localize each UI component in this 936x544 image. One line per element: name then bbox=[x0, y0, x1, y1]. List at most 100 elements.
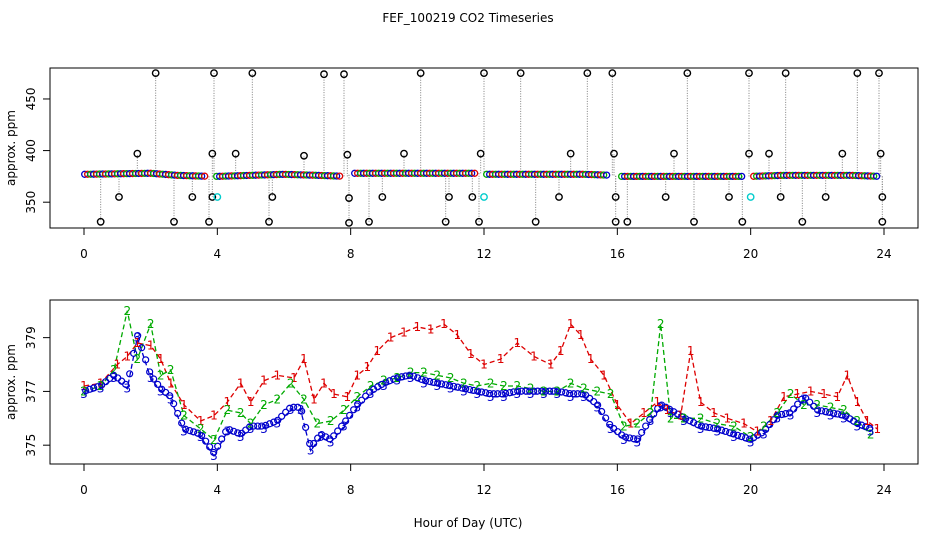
series-symbol-3: 3 bbox=[527, 387, 535, 401]
y-tick-label: 400 bbox=[24, 139, 38, 162]
series-3-point bbox=[150, 375, 158, 383]
series-symbol-2: 2 bbox=[774, 406, 782, 420]
series-3-point bbox=[510, 388, 518, 396]
spike-point bbox=[208, 149, 217, 158]
series-3-point bbox=[730, 430, 738, 438]
series-3-point bbox=[286, 404, 294, 412]
series-symbol-3: 3 bbox=[287, 403, 295, 417]
series-3-point bbox=[570, 390, 578, 398]
series-symbol-2: 2 bbox=[287, 376, 295, 390]
series-symbol-2: 2 bbox=[407, 366, 415, 380]
series-symbol-1: 1 bbox=[697, 395, 705, 409]
series-symbol-1: 1 bbox=[844, 368, 852, 382]
series-3-point bbox=[254, 422, 262, 430]
spike-point bbox=[133, 149, 142, 158]
spike-point bbox=[531, 217, 540, 226]
series-3-point bbox=[690, 419, 698, 427]
series-symbol-2: 2 bbox=[434, 368, 442, 382]
x-tick-label: 24 bbox=[876, 483, 891, 497]
baseline-point bbox=[870, 172, 878, 180]
series-symbol-2: 2 bbox=[134, 352, 142, 366]
series-symbol-1: 1 bbox=[364, 360, 372, 374]
series-3-point bbox=[230, 427, 238, 435]
series-symbol-3: 3 bbox=[110, 371, 118, 385]
series-symbol-2: 2 bbox=[237, 406, 245, 420]
series-3-point bbox=[562, 389, 570, 397]
series-3-point bbox=[446, 381, 454, 390]
series-symbol-1: 1 bbox=[794, 387, 802, 401]
series-3-point bbox=[442, 381, 450, 389]
series-symbol-3: 3 bbox=[620, 433, 628, 447]
series-3-point bbox=[478, 388, 486, 396]
spike-point bbox=[670, 149, 678, 158]
series-3-point bbox=[314, 434, 322, 442]
series-3-point bbox=[622, 433, 630, 441]
series-3-point bbox=[810, 402, 818, 410]
x-tick-label: 20 bbox=[743, 483, 758, 497]
series-3-point bbox=[578, 390, 586, 398]
series-symbol-1: 1 bbox=[274, 368, 282, 382]
series-3-point bbox=[122, 380, 130, 388]
series-symbol-1: 1 bbox=[754, 425, 762, 439]
baseline-point bbox=[336, 172, 344, 180]
series-symbol-3: 3 bbox=[747, 435, 755, 449]
series-3-point bbox=[334, 427, 342, 435]
series-3-point bbox=[782, 410, 790, 418]
series-symbol-3: 3 bbox=[567, 390, 575, 404]
series-symbol-3: 3 bbox=[554, 387, 562, 401]
spike-point bbox=[683, 69, 692, 78]
series-3-point bbox=[210, 448, 218, 457]
spike-point bbox=[343, 150, 352, 159]
series-symbol-1: 1 bbox=[820, 387, 828, 401]
series-3-point bbox=[606, 420, 614, 429]
series-3-point bbox=[818, 407, 826, 415]
spike-point bbox=[416, 69, 425, 78]
spike-point bbox=[566, 149, 575, 158]
series-symbol-2: 2 bbox=[620, 419, 628, 433]
series-3-point bbox=[558, 388, 566, 396]
series-symbol-1: 1 bbox=[80, 379, 88, 393]
cyan-point bbox=[213, 193, 222, 201]
series-3-point bbox=[826, 408, 834, 417]
series-symbol-1: 1 bbox=[724, 411, 732, 425]
series-symbol-3: 3 bbox=[307, 444, 315, 458]
y-tick-label: 450 bbox=[24, 88, 38, 111]
top-panel: approx. ppm 0 4 8 12 16 20 24 350 400 450 bbox=[4, 67, 919, 261]
series-symbol-1: 1 bbox=[290, 371, 298, 385]
series-3-point bbox=[474, 387, 482, 395]
series-symbol-2: 2 bbox=[224, 403, 232, 417]
series-3-point bbox=[830, 409, 838, 417]
series-3-point bbox=[94, 383, 102, 391]
series-3-point bbox=[602, 414, 610, 422]
series-symbol-1: 1 bbox=[864, 414, 872, 428]
spike-point bbox=[555, 193, 563, 201]
series-symbol-3: 3 bbox=[340, 419, 348, 433]
series-3-point bbox=[590, 397, 598, 406]
series-symbol-3: 3 bbox=[657, 401, 665, 415]
series-symbol-1: 1 bbox=[414, 320, 422, 334]
series-symbol-3: 3 bbox=[647, 414, 655, 428]
series-3-point bbox=[262, 421, 270, 429]
spike-point bbox=[400, 149, 408, 158]
series-symbol-3: 3 bbox=[854, 419, 862, 433]
series-symbol-1: 1 bbox=[767, 414, 775, 428]
series-symbol-3: 3 bbox=[667, 406, 675, 420]
series-3-point bbox=[306, 439, 314, 448]
baseline-point bbox=[471, 169, 479, 177]
series-3-point bbox=[362, 392, 370, 400]
series-3-point bbox=[854, 419, 862, 428]
series-3-point bbox=[466, 385, 474, 394]
series-symbol-1: 1 bbox=[664, 403, 672, 417]
series-3-point bbox=[270, 418, 278, 426]
spike-point bbox=[365, 217, 373, 226]
series-3-point bbox=[722, 427, 730, 436]
series-symbol-3: 3 bbox=[124, 382, 132, 396]
spike-point bbox=[480, 69, 488, 78]
series-symbol-3: 3 bbox=[134, 331, 142, 345]
series-symbol-3: 3 bbox=[367, 387, 375, 401]
series-symbol-2: 2 bbox=[394, 371, 402, 385]
series-symbol-3: 3 bbox=[774, 411, 782, 425]
series-3-point bbox=[726, 429, 734, 437]
series-3-point bbox=[358, 396, 366, 404]
